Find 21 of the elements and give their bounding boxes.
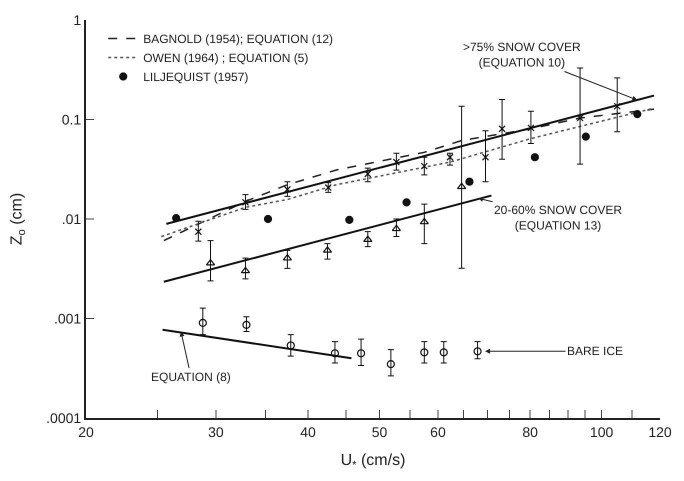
legend-label: BAGNOLD (1954); EQUATION (12)	[143, 32, 334, 46]
y-tick-label: 0.1	[62, 111, 82, 128]
annotation: >75% SNOW COVER (EQUATION 10)	[463, 40, 582, 70]
x-tick-label: 80	[522, 424, 538, 440]
y-tick-label: .0001	[46, 410, 82, 426]
x-tick-label: 100	[590, 424, 614, 440]
y-tick-label: 1	[73, 12, 82, 28]
legend-label: LILJEQUIST (1957)	[143, 70, 248, 84]
y-tick-label: .001	[54, 310, 82, 326]
x-axis-title: U$_{*}$ (cm/s)	[340, 452, 406, 472]
annotation: BARE ICE	[567, 344, 624, 358]
y-tick-label: .01	[62, 210, 82, 227]
annotation: 20-60% SNOW COVER (EQUATION 13)	[494, 203, 622, 233]
x-tick-label: 20	[78, 424, 94, 440]
legend-label: OWEN (1964) ; EQUATION (5)	[143, 51, 308, 66]
x-tick-label: 50	[372, 424, 388, 440]
x-tick-label: 30	[208, 424, 224, 440]
x-tick-label: 40	[300, 424, 316, 440]
annotation: EQUATION (8)	[151, 370, 231, 384]
x-tick-label: 60	[430, 424, 446, 440]
x-tick-label: 120	[648, 424, 672, 440]
